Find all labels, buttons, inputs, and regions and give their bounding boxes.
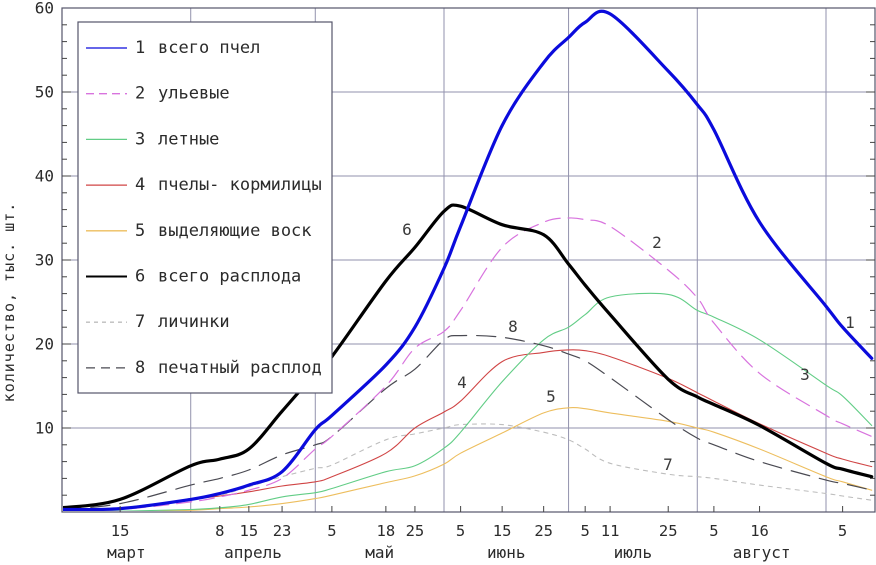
x-month-label: июль	[614, 543, 653, 562]
legend-item-5: 5 выделяющие воск	[86, 221, 312, 241]
axis-ticks	[62, 24, 875, 512]
x-date-label: 5	[327, 522, 336, 540]
series-line-1-всего-пчел	[63, 9, 874, 511]
legend-item-label: всего пчел	[158, 38, 260, 58]
x-date-label: 15	[240, 522, 259, 540]
x-date-label: 25	[659, 522, 678, 540]
curve-number-labels: 1 2 3 4 5 6 7 8	[402, 220, 855, 474]
x-date-label: 25	[406, 522, 425, 540]
series-line-5-выделяющие-воск	[144, 406, 873, 511]
y-tick-label: 10	[35, 419, 54, 438]
x-month-label: июнь	[487, 543, 526, 562]
legend-item-number: 6	[135, 267, 145, 287]
x-date-label: 5	[456, 522, 465, 540]
curve-label-4: 4	[457, 373, 467, 392]
x-date-label: 8	[215, 522, 224, 540]
legend-item-number: 2	[135, 84, 145, 104]
legend-item-number: 3	[135, 129, 145, 149]
legend-item-number: 5	[135, 221, 145, 241]
y-axis-labels: 10 20 30 40 50 60	[35, 0, 54, 438]
legend-item-3: 3 летные	[86, 129, 219, 149]
legend-item-label: летные	[158, 129, 219, 149]
x-date-label: 16	[750, 522, 769, 540]
curve-label-5: 5	[546, 387, 556, 406]
legend-item-6: 6 всего расплода	[86, 267, 301, 287]
legend-item-label: ульевые	[158, 84, 230, 104]
legend-item-label: личинки	[158, 312, 230, 332]
y-tick-label: 40	[35, 167, 54, 186]
x-date-label: 5	[581, 522, 590, 540]
x-month-label: апрель	[224, 543, 282, 562]
curve-label-3: 3	[800, 365, 810, 384]
curve-label-1: 1	[845, 313, 855, 332]
legend-item-label: пчелы- кормилицы	[158, 175, 322, 195]
curve-label-8: 8	[508, 317, 518, 336]
legend-item-4: 4 пчелы- кормилицы	[86, 175, 322, 195]
series-curves	[63, 9, 874, 511]
legend-item-number: 1	[135, 38, 145, 58]
curve-label-7: 7	[663, 455, 673, 474]
x-date-label: 15	[111, 522, 130, 540]
x-date-label: 15	[493, 522, 512, 540]
y-axis-title: количество, тыс. шт.	[0, 202, 18, 403]
legend-item-8: 8 печатный расплод	[86, 358, 322, 378]
x-month-label: март	[107, 543, 146, 562]
legend-item-1: 1 всего пчел	[86, 38, 260, 58]
x-date-label: 18	[377, 522, 396, 540]
x-date-label: 11	[601, 522, 620, 540]
series-line-3-летные	[98, 292, 873, 511]
x-date-label: 5	[709, 522, 718, 540]
legend-box	[77, 21, 333, 394]
legend-item-label: печатный расплод	[158, 358, 322, 378]
series-line-8-печатный-расплод	[63, 334, 873, 511]
series-line-2-ульевые	[63, 217, 873, 511]
x-axis-labels: 15 8 15 23 5 18 25 5 15 25 5 11 25 5 16 5 март апрель май и…	[107, 522, 847, 562]
legend-item-number: 4	[135, 175, 145, 195]
curve-label-2: 2	[652, 233, 662, 252]
y-tick-label: 60	[35, 0, 54, 18]
legend-item-number: 8	[135, 358, 145, 378]
legend: 1 всего пчел 2 ульевые 3 летные 4 пчелы- кормил…	[77, 21, 333, 394]
series-line-4-пчелы-кормилицы	[63, 349, 873, 511]
legend-item-label: всего расплода	[158, 267, 301, 287]
y-tick-label: 30	[35, 251, 54, 270]
legend-item-7: 7 личинки	[86, 312, 230, 332]
legend-item-label: выделяющие воск	[158, 221, 312, 241]
series-line-6-всего-расплода	[63, 203, 874, 510]
x-date-label: 25	[534, 522, 553, 540]
x-month-label: май	[365, 543, 394, 562]
curve-label-6: 6	[402, 220, 412, 239]
x-date-label: 5	[838, 522, 847, 540]
y-tick-label: 50	[35, 83, 54, 102]
legend-item-number: 7	[135, 312, 145, 332]
x-month-label: август	[733, 543, 791, 562]
y-tick-label: 20	[35, 335, 54, 354]
legend-item-2: 2 ульевые	[86, 84, 230, 104]
x-date-label: 23	[273, 522, 292, 540]
